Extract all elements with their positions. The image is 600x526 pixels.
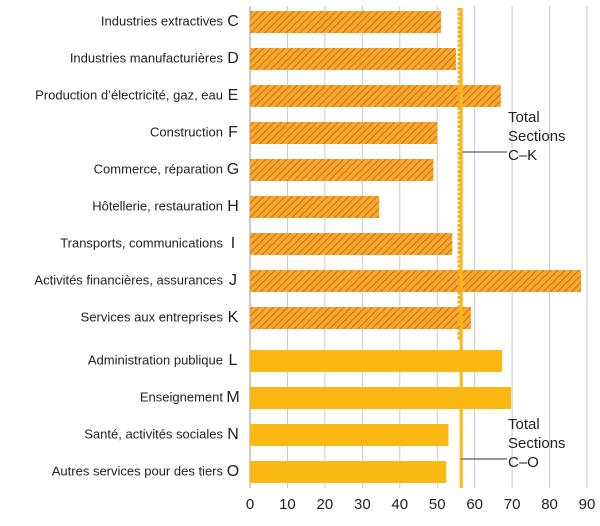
bar	[250, 85, 501, 107]
annotation-text: C–O	[508, 454, 539, 471]
bar	[250, 233, 453, 255]
x-tick-label: 30	[354, 496, 371, 513]
bar	[250, 270, 582, 292]
bar	[250, 159, 434, 181]
annotation-text: Sections	[508, 128, 566, 145]
x-tick-label: 40	[391, 496, 408, 513]
x-tick-label: 90	[579, 496, 596, 513]
x-tick-label: 60	[466, 496, 483, 513]
section-label: E	[228, 87, 239, 104]
section-label: C	[227, 13, 239, 30]
section-label: O	[227, 463, 239, 480]
category-label: Services aux entreprises	[81, 309, 224, 324]
x-tick-label: 50	[429, 496, 446, 513]
bar	[250, 48, 456, 70]
category-label: Autres services pour des tiers	[52, 463, 224, 478]
bar	[250, 424, 449, 446]
category-label: Industries extractives	[101, 13, 224, 28]
x-tick-label: 10	[279, 496, 296, 513]
category-label: Industries manufacturières	[70, 50, 224, 65]
section-label: H	[227, 198, 239, 215]
section-label: D	[227, 50, 239, 67]
category-label: Santé, activités sociales	[84, 426, 223, 441]
annotation-text: Total	[508, 109, 540, 126]
category-label: Transports, communications	[60, 235, 223, 250]
bar	[250, 196, 380, 218]
bar	[250, 461, 447, 483]
x-tick-label: 80	[541, 496, 558, 513]
section-label: F	[228, 124, 238, 141]
x-tick-label: 20	[317, 496, 334, 513]
category-label: Commerce, réparation	[94, 161, 223, 176]
section-label: L	[229, 352, 238, 369]
category-label: Construction	[150, 124, 223, 139]
bar	[250, 307, 471, 329]
bar	[250, 350, 503, 372]
bar	[250, 122, 438, 144]
category-label: Hôtellerie, restauration	[92, 198, 223, 213]
category-label: Enseignement	[140, 389, 223, 404]
section-label: N	[227, 426, 239, 443]
annotation-text: Sections	[508, 435, 566, 452]
category-label: Production d’électricité, gaz, eau	[35, 87, 223, 102]
bar	[250, 11, 441, 33]
category-label: Activités financières, assurances	[34, 272, 223, 287]
annotation-text: C–K	[508, 147, 537, 164]
x-tick-label: 70	[504, 496, 521, 513]
section-label: M	[226, 389, 239, 406]
annotation-text: Total	[508, 416, 540, 433]
x-tick-label: 0	[246, 496, 254, 513]
section-label: K	[228, 309, 239, 326]
bar	[250, 387, 511, 409]
section-label: J	[229, 272, 237, 289]
section-label: G	[227, 161, 239, 178]
category-label: Administration publique	[88, 352, 223, 367]
section-label: I	[231, 235, 235, 252]
